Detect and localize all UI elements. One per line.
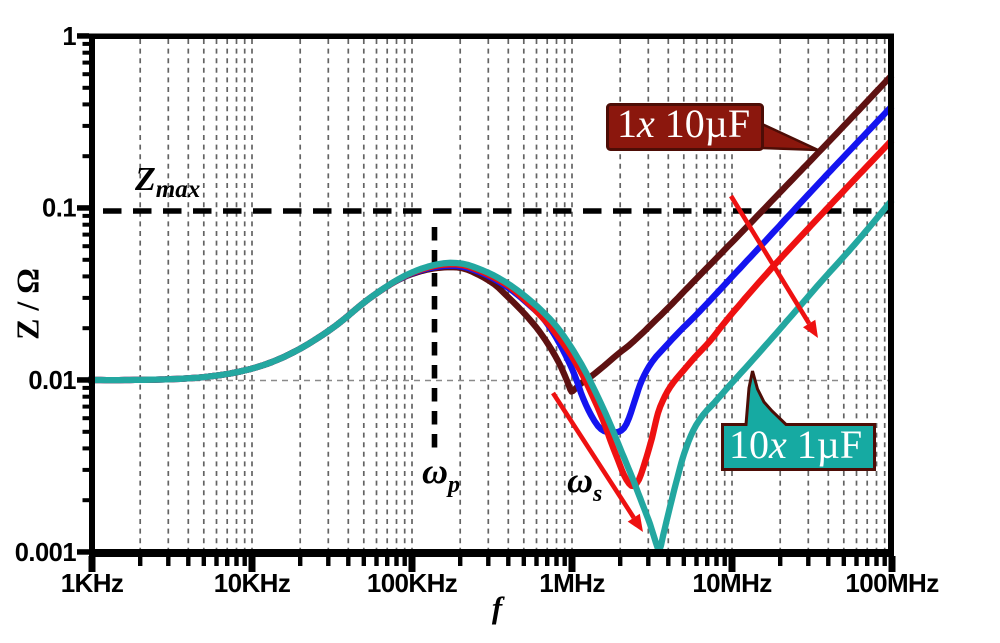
svg-text:0.01: 0.01 [28,367,76,395]
svg-text:Z / Ω: Z / Ω [10,268,46,340]
svg-text:100MHz: 100MHz [845,568,939,598]
svg-text:1x 10µF: 1x 10µF [617,101,750,146]
svg-text:0.001: 0.001 [15,539,77,567]
svg-text:10x 1µF: 10x 1µF [729,422,862,467]
svg-text:1: 1 [62,23,76,51]
svg-text:f: f [492,590,505,625]
svg-text:100KHz: 100KHz [367,568,458,598]
svg-text:1MHz: 1MHz [539,568,605,598]
svg-text:10MHz: 10MHz [692,568,772,598]
svg-text:10KHz: 10KHz [214,568,291,598]
svg-text:0.1: 0.1 [42,195,76,223]
svg-text:1KHz: 1KHz [61,568,124,598]
